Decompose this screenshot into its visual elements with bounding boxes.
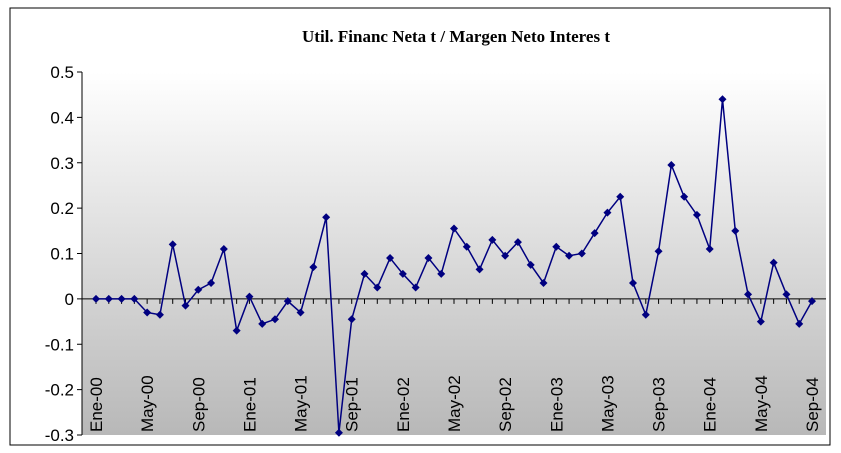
y-tick-label: 0.4 (50, 108, 74, 127)
data-point (616, 192, 625, 201)
data-point (680, 192, 689, 201)
x-tick-label: May-01 (292, 375, 311, 432)
x-tick-label: Ene-04 (701, 377, 720, 432)
data-point (501, 251, 510, 260)
data-point (744, 290, 753, 299)
data-point (181, 301, 190, 310)
data-point (117, 294, 126, 303)
data-point (692, 210, 701, 219)
data-point (641, 310, 650, 319)
data-point (450, 224, 458, 233)
y-tick-label: -0.3 (45, 426, 74, 445)
x-tick-label: May-03 (598, 375, 617, 432)
y-tick-label: -0.2 (45, 381, 74, 400)
y-tick-label: 0.2 (50, 199, 74, 218)
x-tick-label: May-00 (138, 375, 157, 432)
x-tick-label: Ene-03 (547, 377, 566, 432)
data-point (194, 285, 203, 294)
data-point (271, 315, 279, 324)
plot-area (82, 72, 826, 435)
data-point (155, 310, 164, 319)
y-tick-label: 0 (65, 290, 74, 309)
data-point (769, 258, 778, 267)
data-point (411, 283, 420, 292)
data-point (552, 242, 561, 251)
x-tick-label: Sep-03 (650, 377, 669, 432)
y-tick-label: 0.5 (50, 63, 74, 82)
data-point (718, 95, 727, 104)
data-point (756, 317, 765, 326)
data-point (462, 242, 471, 251)
chart-title: Util. Financ Neta t / Margen Neto Intere… (302, 27, 610, 46)
data-point (795, 319, 804, 328)
data-point (667, 161, 676, 170)
data-point (245, 292, 254, 301)
data-point (207, 278, 216, 287)
data-point (360, 269, 369, 278)
data-point (334, 428, 343, 437)
data-point (731, 226, 740, 235)
data-point (296, 308, 305, 317)
data-point (283, 297, 292, 306)
data-point (309, 263, 318, 272)
y-tick-label: 0.3 (50, 154, 74, 173)
x-tick-label: Sep-00 (189, 377, 208, 432)
x-tick-label: Sep-01 (343, 377, 362, 432)
data-point (104, 294, 113, 303)
y-tick-label: -0.1 (45, 335, 74, 354)
data-point (347, 315, 356, 324)
x-tick-label: May-02 (445, 375, 464, 432)
data-point (258, 319, 267, 328)
data-point (143, 308, 152, 317)
x-tick-label: Ene-01 (240, 377, 259, 432)
data-point (577, 249, 586, 258)
data-point (92, 294, 100, 303)
x-tick-label: Ene-00 (87, 377, 106, 432)
data-point (322, 213, 331, 222)
data-point (398, 269, 407, 278)
x-tick-label: Sep-04 (803, 377, 822, 432)
data-point (782, 290, 791, 299)
x-tick-label: May-04 (752, 375, 771, 432)
data-point (386, 254, 395, 263)
x-tick-label: Sep-02 (496, 377, 515, 432)
data-point (526, 260, 535, 269)
data-point (219, 244, 228, 253)
data-point (808, 297, 816, 306)
data-point (705, 244, 714, 253)
data-point (565, 251, 574, 260)
data-point (373, 283, 382, 292)
data-point (424, 254, 433, 263)
data-point (130, 294, 139, 303)
data-point (437, 269, 446, 278)
data-point (168, 240, 177, 249)
data-point (654, 247, 663, 256)
data-point (539, 278, 548, 287)
data-point (488, 235, 497, 244)
x-tick-label: Ene-02 (394, 377, 413, 432)
data-point (603, 208, 612, 217)
data-point (232, 326, 241, 335)
y-tick-label: 0.1 (50, 245, 74, 264)
data-point (513, 238, 522, 247)
data-point (475, 265, 484, 274)
data-point (590, 229, 599, 238)
data-point (629, 278, 637, 287)
